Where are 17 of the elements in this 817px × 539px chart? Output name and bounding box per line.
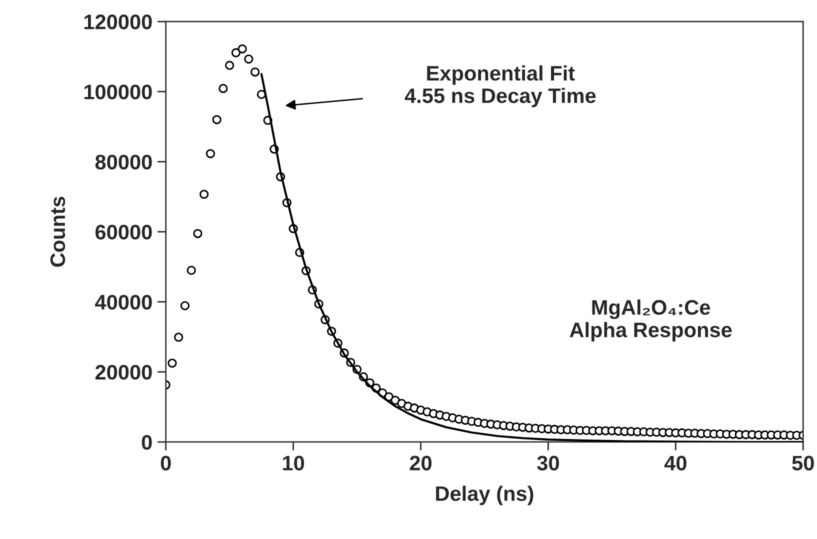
y-tick-label: 80000 <box>95 154 152 170</box>
x-tick-label: 20 <box>410 456 432 470</box>
y-tick-label: 120000 <box>84 14 152 30</box>
annotation: MgAl₂O₄:Ce Alpha Response <box>570 300 732 342</box>
y-tick-label: 60000 <box>95 224 152 240</box>
x-tick-label: 10 <box>283 456 304 470</box>
y-tick-label: 20000 <box>95 364 152 380</box>
x-axis-title: Delay (ns) <box>436 486 534 506</box>
y-tick-label: 0 <box>142 434 152 450</box>
y-tick-label: 100000 <box>84 84 152 100</box>
y-tick-label: 40000 <box>95 294 152 310</box>
annotation: Exponential Fit 4.55 ns Decay Time <box>404 65 596 108</box>
x-tick-label: 50 <box>792 456 814 470</box>
x-tick-label: 0 <box>160 456 171 470</box>
y-axis-title: Counts <box>50 196 66 267</box>
x-tick-label: 30 <box>537 456 559 471</box>
x-tick-label: 40 <box>664 456 686 470</box>
